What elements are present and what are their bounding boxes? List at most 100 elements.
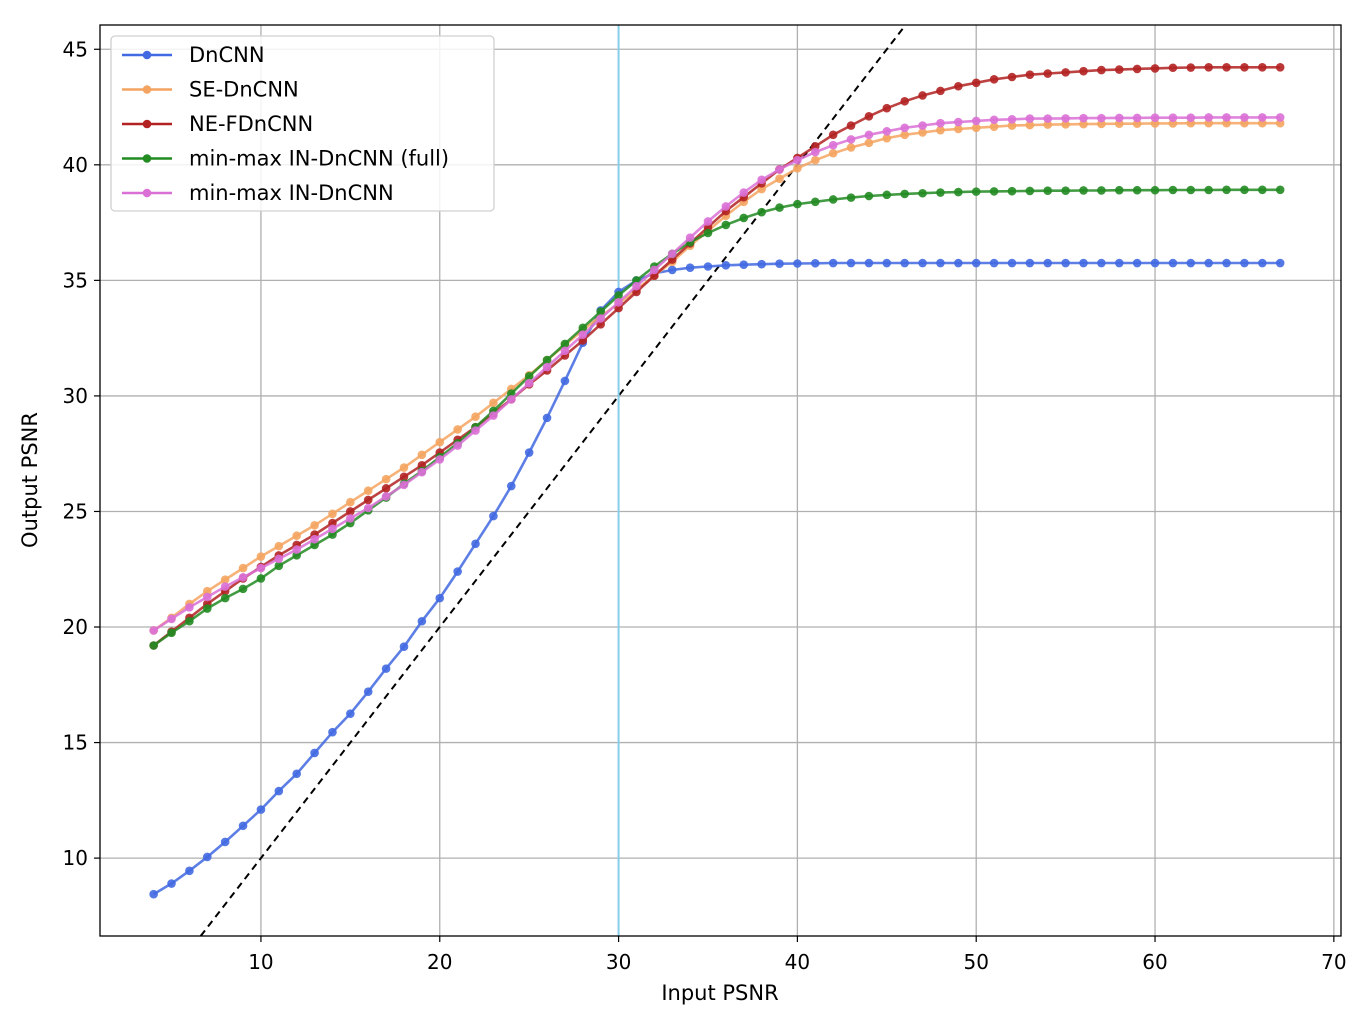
data-point (775, 174, 784, 183)
data-point (954, 117, 963, 127)
legend-label: NE-FDnCNN (189, 112, 313, 136)
data-point (1025, 114, 1035, 123)
data-point (256, 563, 266, 573)
data-point (1168, 63, 1178, 73)
data-point (971, 116, 981, 126)
data-point (864, 138, 874, 148)
data-point (739, 188, 749, 197)
data-point (1204, 258, 1213, 268)
data-point (1258, 62, 1267, 72)
legend-box (110, 35, 495, 212)
data-point (882, 103, 892, 113)
data-point (721, 261, 731, 270)
data-point (238, 821, 248, 831)
data-point (793, 155, 802, 165)
data-point (971, 258, 981, 268)
data-point (1275, 62, 1285, 72)
data-point (346, 709, 355, 718)
legend-label: SE-DnCNN (189, 78, 299, 102)
data-point (1025, 186, 1035, 196)
data-point (936, 125, 945, 135)
data-point (954, 187, 963, 197)
data-point (703, 217, 713, 226)
data-point (971, 123, 981, 133)
data-point (900, 123, 909, 133)
data-point (882, 127, 892, 136)
data-point (1097, 113, 1106, 123)
legend-label: min-max IN-DnCNN (full) (189, 147, 449, 171)
data-point (524, 448, 534, 457)
data-point (185, 603, 194, 612)
data-point (1007, 114, 1017, 124)
data-point (1222, 113, 1231, 122)
data-point (1222, 62, 1231, 72)
y-axis-label: Output PSNR (18, 412, 42, 548)
data-point (1222, 258, 1231, 268)
data-point (1204, 62, 1213, 72)
data-point (1275, 113, 1285, 122)
x-tick-label: 60 (1142, 950, 1167, 974)
data-point (1132, 113, 1142, 123)
data-point (596, 314, 605, 323)
data-point (149, 626, 158, 635)
data-point (1114, 258, 1124, 268)
data-point (1240, 258, 1249, 268)
legend: DnCNN SE-DnCNN NE-FDnCNN min-max IN-DnCNN (… (110, 35, 495, 212)
data-point (238, 573, 248, 582)
data-point (256, 805, 266, 814)
data-point (363, 495, 373, 505)
data-point (381, 492, 391, 501)
data-point (1097, 186, 1106, 195)
data-point (1114, 185, 1124, 195)
data-point (1186, 185, 1196, 195)
series-line (152, 121, 1281, 632)
data-point (381, 474, 391, 484)
data-point (864, 191, 874, 201)
data-point (882, 133, 892, 143)
data-point (846, 121, 856, 130)
legend-marker (142, 85, 152, 94)
data-point (989, 75, 999, 84)
data-point (900, 130, 909, 140)
data-point (1079, 186, 1088, 195)
data-point (578, 323, 588, 333)
data-point (202, 604, 212, 613)
data-point (685, 233, 695, 242)
data-point (238, 563, 248, 573)
data-point (167, 879, 176, 888)
series-min-max-in-dncnn-full- (149, 185, 1285, 650)
data-point (989, 122, 999, 131)
data-point (739, 213, 749, 223)
data-point (310, 748, 319, 758)
data-point (506, 481, 516, 491)
y-tick-label: 10 (63, 846, 88, 870)
data-point (667, 249, 677, 259)
data-point (399, 642, 409, 651)
data-point (489, 511, 498, 521)
data-point (274, 561, 284, 571)
y-tick-label: 45 (63, 37, 88, 61)
data-point (489, 398, 498, 408)
plot-frame (99, 24, 1342, 937)
data-point (1132, 64, 1142, 74)
data-point (292, 531, 302, 541)
data-point (828, 258, 838, 268)
data-point (793, 163, 802, 173)
data-point (918, 188, 927, 198)
data-point (274, 786, 284, 796)
data-point (1222, 185, 1231, 195)
data-point (810, 147, 820, 157)
data-point (346, 507, 355, 516)
data-point (828, 195, 838, 204)
data-point (435, 593, 445, 603)
legend-marker (142, 50, 152, 60)
data-point (328, 509, 337, 519)
data-point (1168, 185, 1178, 195)
data-point (1150, 113, 1160, 122)
data-point (900, 189, 909, 199)
data-point (1132, 258, 1142, 268)
data-point (506, 395, 516, 404)
data-point (256, 574, 266, 583)
data-point (882, 190, 892, 200)
